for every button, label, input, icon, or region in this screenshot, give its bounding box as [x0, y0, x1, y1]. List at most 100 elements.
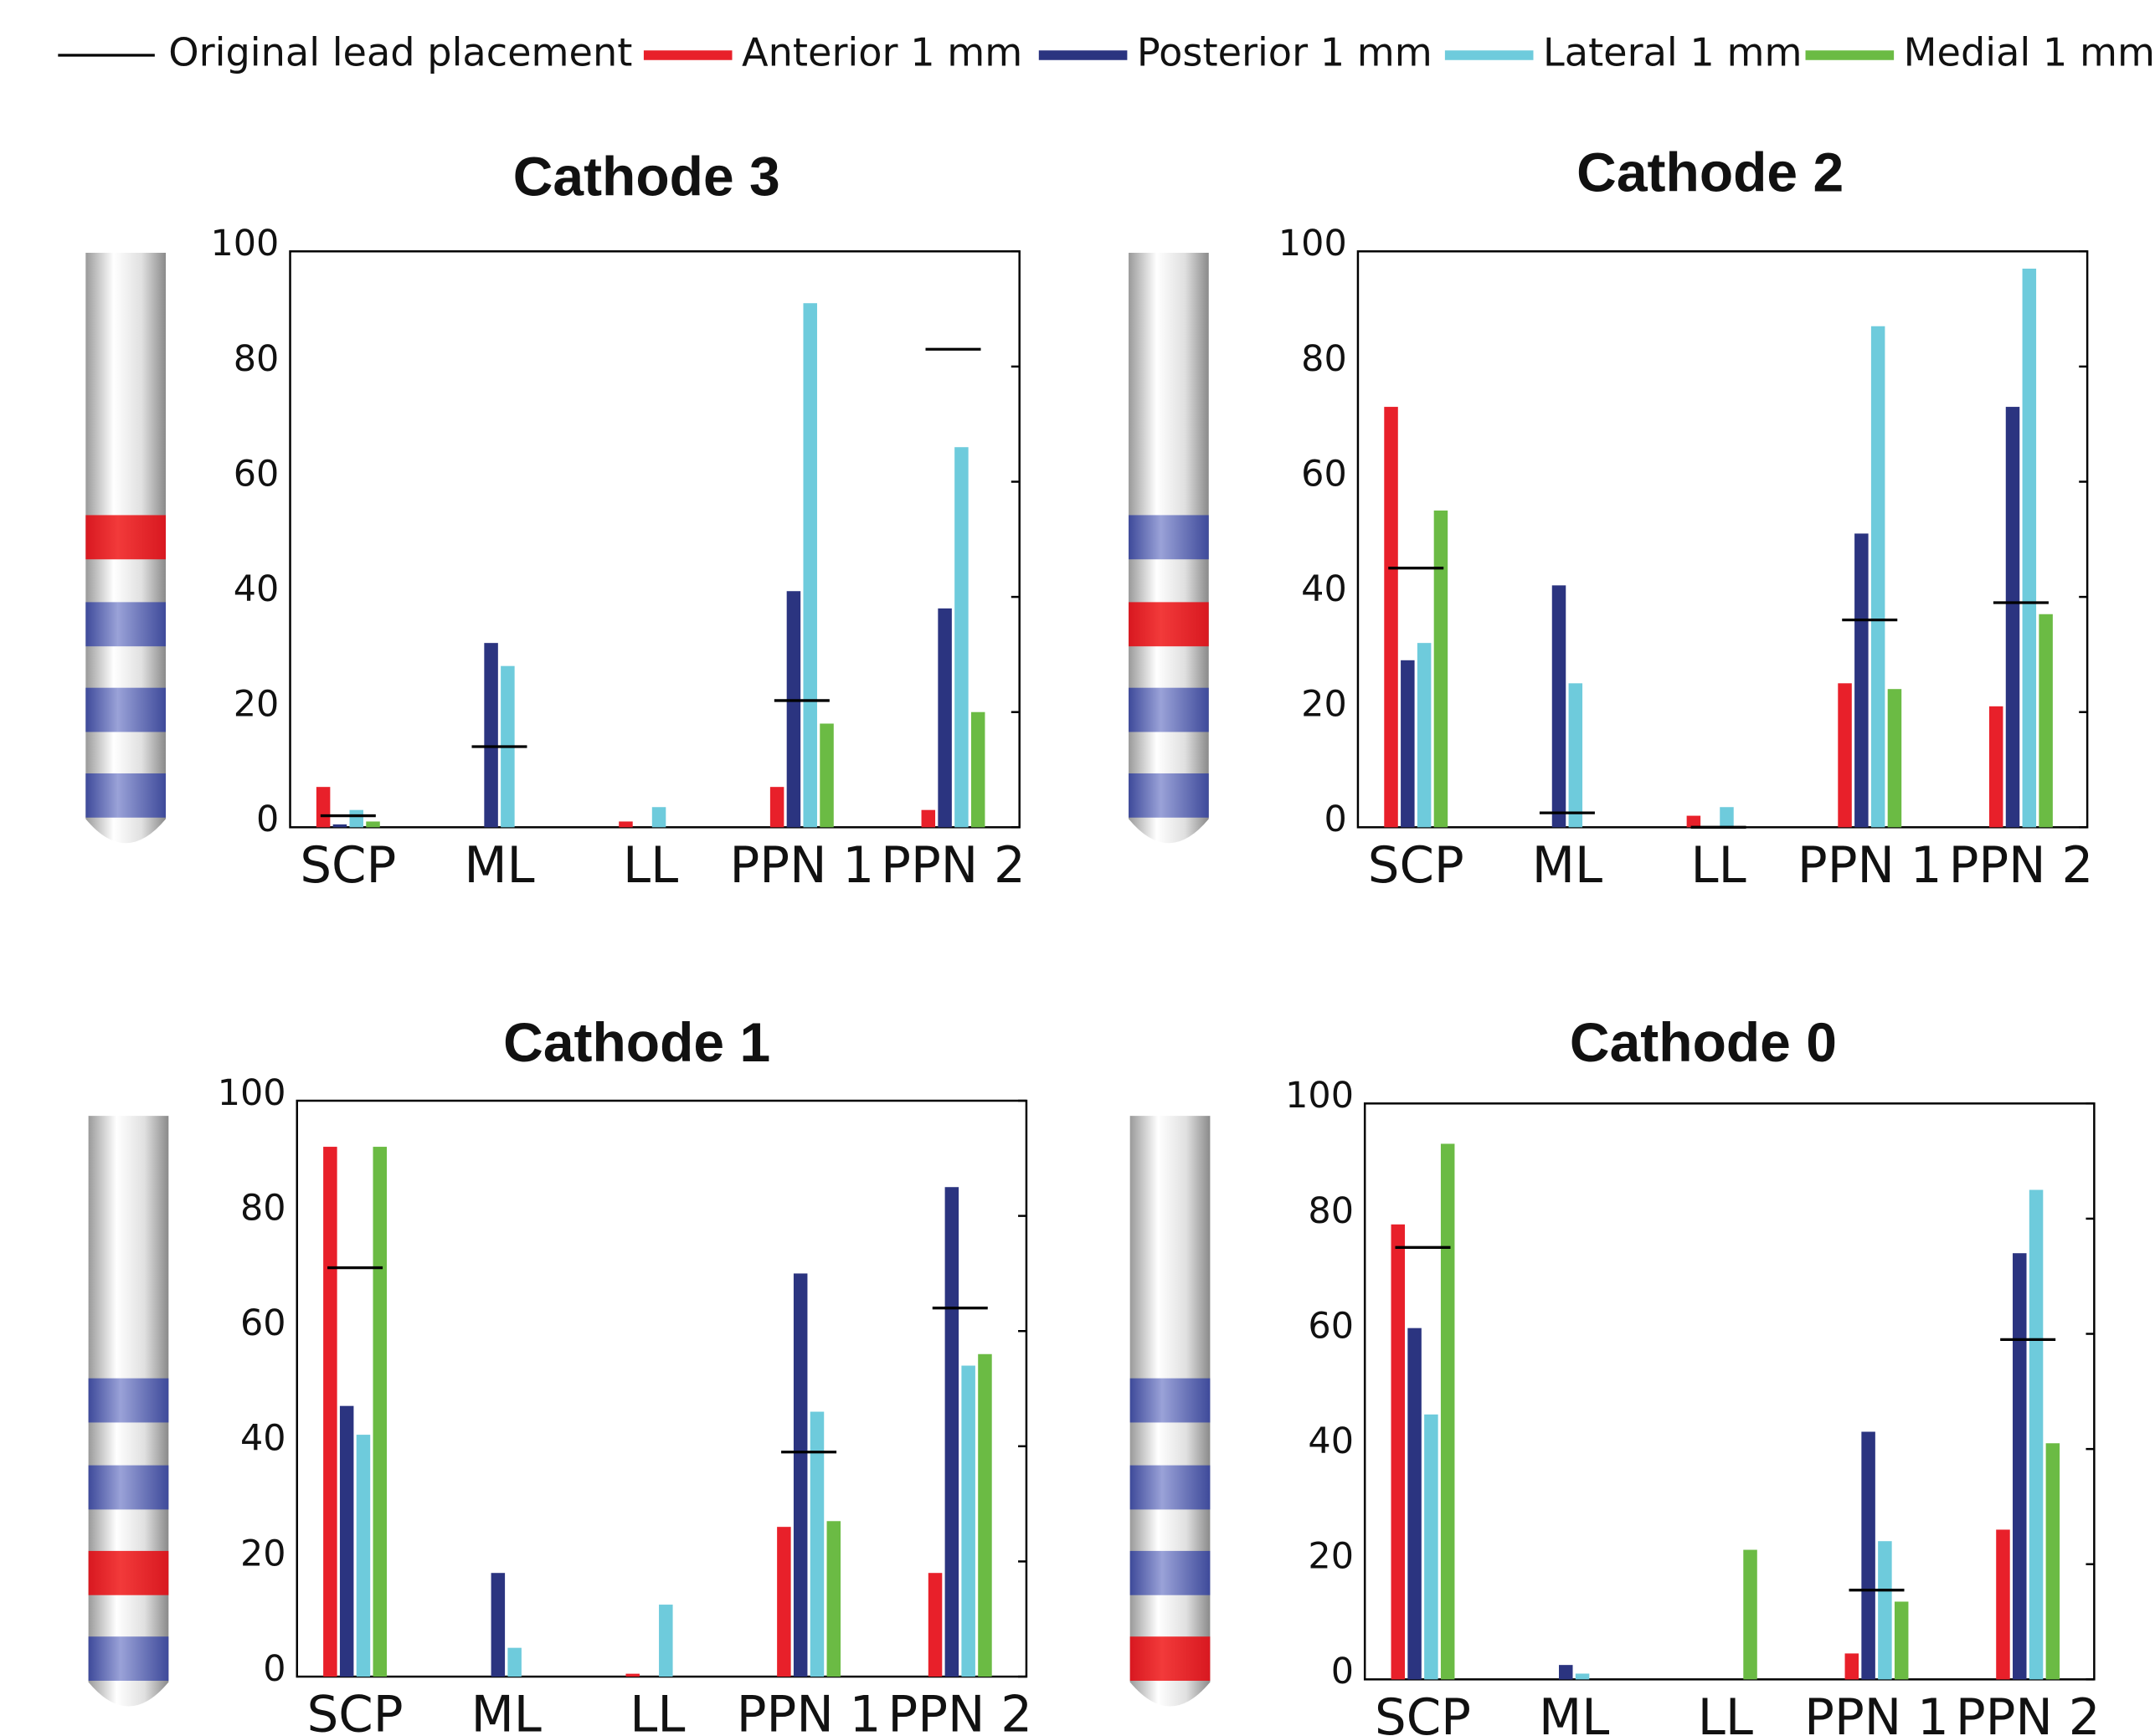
y-tick-label: 60 — [234, 453, 280, 495]
y-tick-label: 0 — [1324, 799, 1346, 840]
y-tick-label: 100 — [210, 223, 279, 265]
lead-icon — [1129, 252, 1209, 844]
bar — [349, 809, 363, 828]
x-tick-label: PPN 1 — [1798, 837, 1942, 895]
bar — [1417, 643, 1432, 828]
y-tick-label: 40 — [240, 1418, 286, 1460]
bar — [332, 824, 347, 828]
y-tick-label: 40 — [1308, 1420, 1354, 1462]
plot-frame — [289, 250, 1021, 829]
bar — [1996, 1529, 2010, 1680]
bar — [1575, 1673, 1590, 1680]
legend-label: Anterior 1 mm — [742, 29, 1022, 74]
y-tick-label: 80 — [240, 1188, 286, 1230]
y-tick-label: 20 — [240, 1533, 286, 1574]
bar — [2005, 407, 2020, 828]
bar — [978, 1353, 992, 1677]
chart-panel: Cathode 1 0 20 40 60 80 100 SCP ML LL PPN 1 PPN 2 — [88, 1011, 1032, 1736]
bar — [1861, 1431, 1875, 1680]
bar — [820, 723, 834, 828]
bar — [793, 1273, 808, 1677]
bar — [1440, 1143, 1455, 1680]
bar — [507, 1647, 522, 1677]
legend-label: Original lead placement — [168, 29, 632, 74]
bar — [1870, 326, 1885, 828]
bar — [1743, 1549, 1757, 1680]
chart-title: Cathode 2 — [1576, 141, 1844, 203]
bar — [2022, 268, 2037, 828]
x-tick-label: ML — [1539, 1689, 1609, 1736]
x-tick-label: SCP — [1375, 1689, 1471, 1736]
legend-label: Lateral 1 mm — [1543, 29, 1802, 74]
lead-contact — [1129, 1550, 1211, 1595]
y-tick-label: 20 — [1301, 684, 1347, 726]
x-tick-label: LL — [1690, 837, 1746, 895]
x-tick-label: PPN 2 — [1956, 1689, 2101, 1736]
y-tick-label: 80 — [1308, 1190, 1354, 1232]
lead-contact — [1129, 1378, 1211, 1423]
bar — [2039, 614, 2053, 828]
bar — [619, 821, 633, 828]
bar — [1854, 533, 1869, 828]
lead-icon — [1129, 1116, 1211, 1707]
bar — [961, 1365, 975, 1677]
bar — [1407, 1328, 1422, 1680]
bar — [1878, 1541, 1892, 1680]
lead-contact — [1129, 1636, 1211, 1682]
x-tick-label: LL — [623, 837, 678, 895]
bar — [651, 807, 666, 828]
bar — [1424, 1414, 1438, 1680]
y-tick-label: 60 — [240, 1302, 286, 1344]
bar — [339, 1405, 354, 1677]
bar — [777, 1527, 791, 1677]
bar — [970, 711, 985, 828]
chart-panel: Cathode 0 0 20 40 60 80 100 SCP ML LL PPN 1 PPN 2 — [1129, 1011, 2101, 1736]
bar — [2029, 1189, 2044, 1680]
lead-contact — [1129, 515, 1209, 560]
bar — [1551, 585, 1566, 828]
plot-frame — [296, 1099, 1028, 1678]
bar — [954, 447, 969, 828]
bar — [1391, 1224, 1406, 1680]
bar — [1568, 683, 1583, 828]
bar — [786, 591, 801, 828]
chart-panel: Cathode 3 0 20 40 60 80 100 SCP ML LL PPN 1 PPN 2 — [85, 146, 1026, 895]
chart-panel: Cathode 2 0 20 40 60 80 100 SCP ML LL PPN 1 PPN 2 — [1129, 141, 2093, 895]
bar — [826, 1521, 841, 1677]
lead-contact — [88, 1636, 169, 1682]
x-tick-label: SCP — [300, 837, 396, 895]
bar — [484, 643, 498, 828]
bar — [316, 787, 331, 828]
legend: Original lead placement Anterior 1 mm Post… — [58, 29, 2155, 74]
lead-contact — [1129, 687, 1209, 732]
lead-contact — [88, 1550, 169, 1595]
y-tick-label: 0 — [1331, 1651, 1354, 1692]
x-tick-label: PPN 1 — [1804, 1689, 1949, 1736]
bar — [769, 787, 784, 828]
x-tick-label: PPN 1 — [729, 837, 874, 895]
bar — [2045, 1443, 2060, 1680]
x-tick-label: LL — [630, 1687, 685, 1736]
y-tick-label: 80 — [234, 338, 280, 380]
bar — [1720, 807, 1734, 828]
bar — [803, 303, 817, 828]
plot-frame — [1363, 1102, 2096, 1681]
y-tick-label: 60 — [1308, 1305, 1354, 1347]
legend-label: Medial 1 mm — [1904, 29, 2155, 74]
lead-contact — [85, 773, 167, 818]
bar — [1844, 1653, 1859, 1680]
bar — [323, 1147, 337, 1677]
x-tick-label: PPN 2 — [887, 1687, 1032, 1736]
x-tick-label: PPN 2 — [881, 837, 1026, 895]
y-tick-label: 100 — [1285, 1075, 1354, 1117]
y-tick-label: 0 — [256, 799, 279, 840]
x-tick-label: LL — [1698, 1689, 1753, 1736]
x-tick-label: ML — [1532, 837, 1602, 895]
x-tick-label: PPN 2 — [1949, 837, 2094, 895]
lead-contact — [85, 687, 167, 732]
bar — [356, 1435, 371, 1677]
x-tick-label: ML — [464, 837, 534, 895]
y-tick-label: 0 — [263, 1648, 285, 1690]
y-tick-label: 40 — [1301, 568, 1347, 610]
